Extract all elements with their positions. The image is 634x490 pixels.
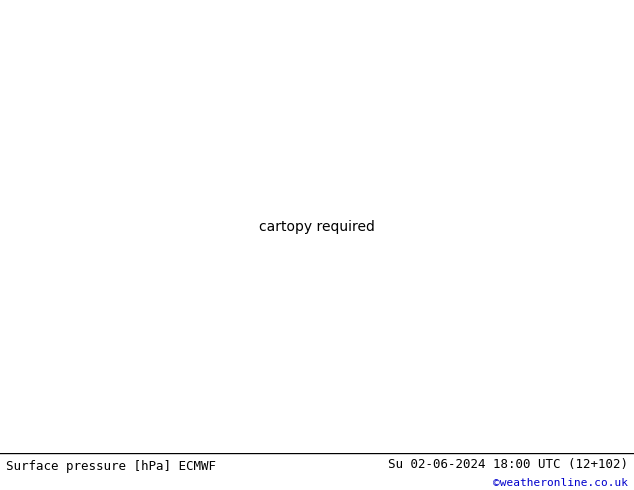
Text: cartopy required: cartopy required <box>259 220 375 234</box>
Text: Surface pressure [hPa] ECMWF: Surface pressure [hPa] ECMWF <box>6 460 216 473</box>
Text: ©weatheronline.co.uk: ©weatheronline.co.uk <box>493 478 628 488</box>
Text: Su 02-06-2024 18:00 UTC (12+102): Su 02-06-2024 18:00 UTC (12+102) <box>387 458 628 471</box>
